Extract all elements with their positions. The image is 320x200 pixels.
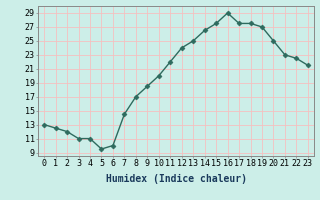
X-axis label: Humidex (Indice chaleur): Humidex (Indice chaleur) — [106, 174, 246, 184]
